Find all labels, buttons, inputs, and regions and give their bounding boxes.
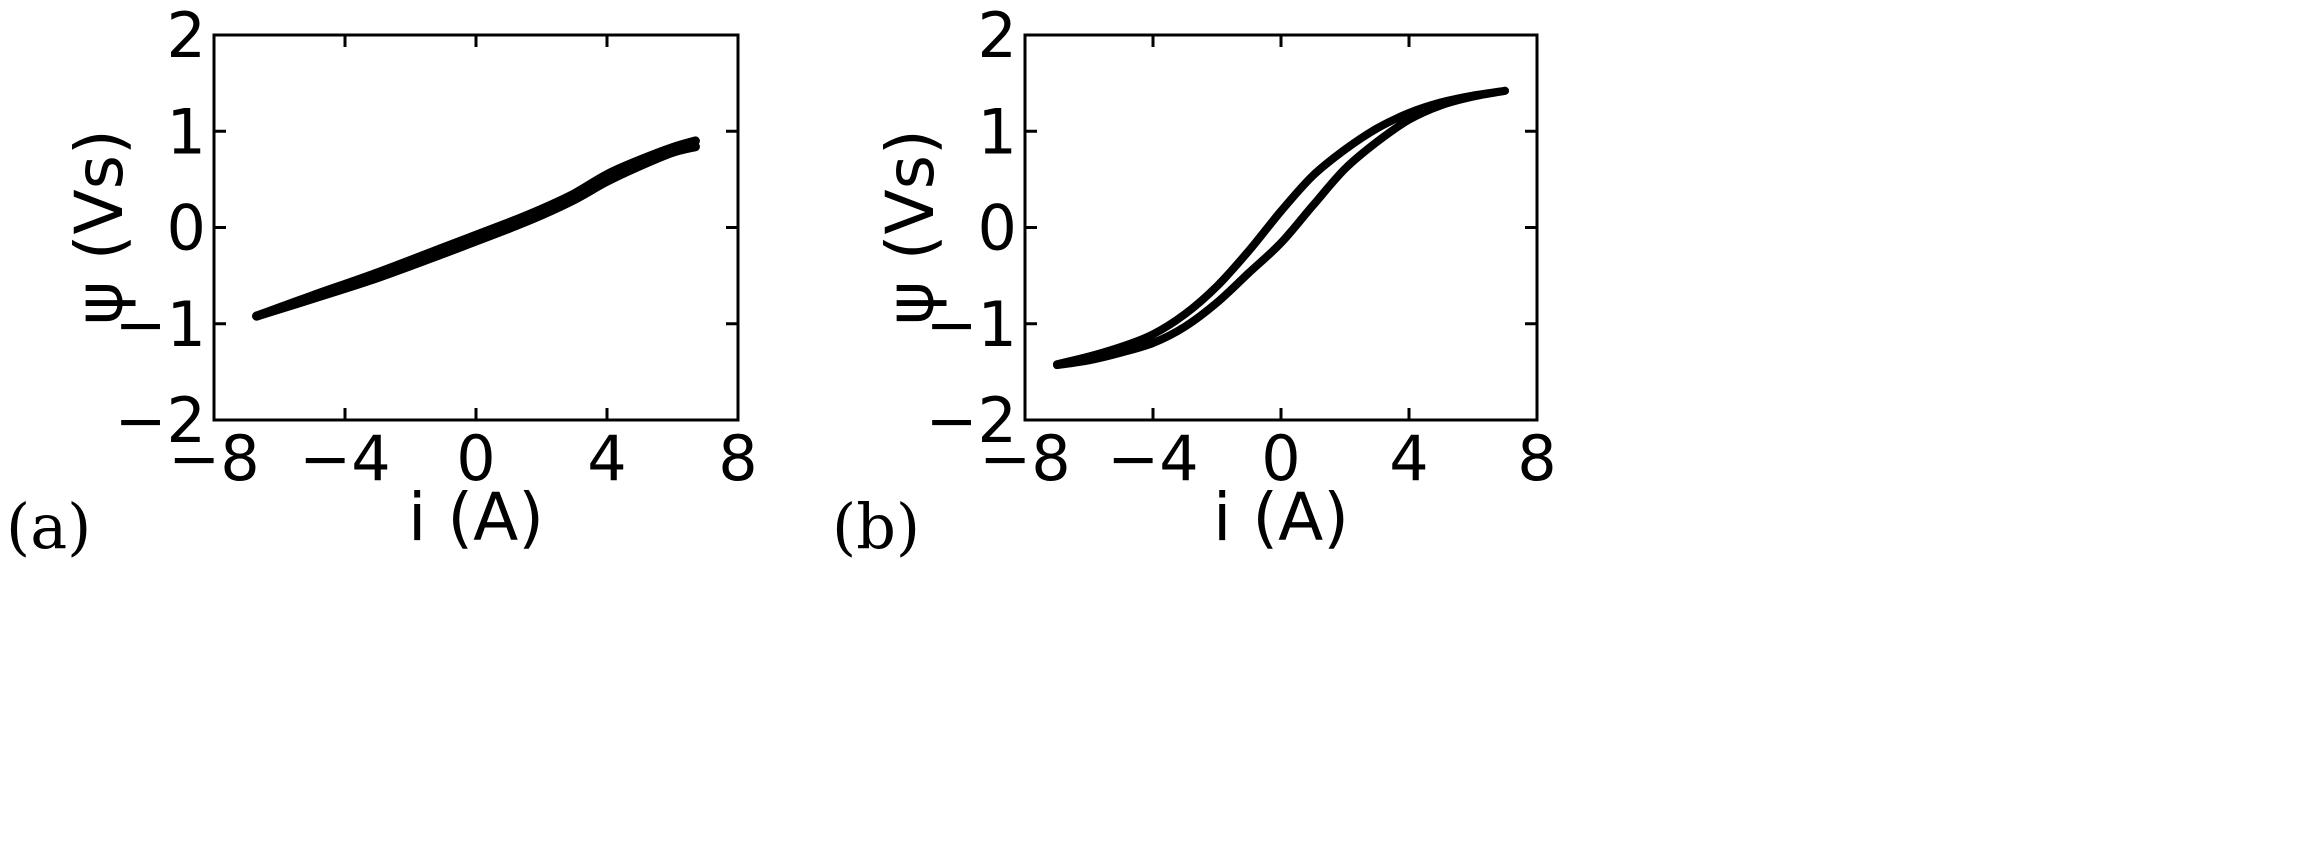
x-tick-label: −4 [1107, 422, 1198, 495]
series-line-b-2 [1053, 86, 1509, 369]
x-tick-label: 4 [587, 422, 626, 495]
panel-a: −8 −4 0 4 8 2 1 0 −1 −2 i (A) ψ (Vs) (a) [6, 0, 758, 563]
x-tick-label: 4 [1389, 422, 1428, 495]
x-tick-label: −8 [168, 422, 259, 495]
series-group-b [1053, 86, 1509, 370]
panel-label-a: (a) [6, 490, 91, 563]
x-tick-label: −4 [299, 422, 390, 495]
plot-frame-a [212, 33, 740, 422]
y-tick-label: −2 [926, 384, 1017, 457]
y-tick-label: −1 [115, 288, 206, 361]
y-axis-label-a: ψ (Vs) [61, 129, 138, 325]
x-tick-label: 8 [1517, 422, 1556, 495]
x-ticks-a: −8 −4 0 4 8 [168, 35, 758, 495]
y-ticks-a: 2 1 0 −1 −2 [115, 0, 738, 457]
series-line-a-2 [252, 136, 700, 321]
x-tick-label: −8 [979, 422, 1070, 495]
y-axis-label-b: ψ (Vs) [872, 129, 949, 325]
y-tick-label: 2 [978, 0, 1017, 72]
x-ticks-b: −8 −4 0 4 8 [979, 35, 1557, 495]
y-tick-label: 0 [978, 192, 1017, 265]
x-tick-label: 0 [1261, 422, 1300, 495]
x-tick-label: 8 [718, 422, 757, 495]
series-group-a [252, 136, 700, 321]
series-line-b-1 [1053, 86, 1509, 370]
x-axis-label-a: i (A) [408, 479, 544, 556]
y-tick-label: 0 [167, 192, 206, 265]
y-tick-label: −2 [115, 384, 206, 457]
y-ticks-b: 2 1 0 −1 −2 [926, 0, 1537, 457]
y-tick-label: 1 [978, 95, 1017, 168]
x-tick-label: 0 [456, 422, 495, 495]
y-tick-label: 1 [167, 95, 206, 168]
panel-label-b: (b) [832, 490, 920, 563]
y-tick-label: −1 [926, 288, 1017, 361]
x-axis-label-b: i (A) [1213, 479, 1349, 556]
panel-b: −8 −4 0 4 8 2 1 0 −1 −2 i (A) ψ (Vs) (b) [832, 0, 1557, 563]
plot-frame-b [1023, 33, 1539, 422]
y-tick-label: 2 [167, 0, 206, 72]
